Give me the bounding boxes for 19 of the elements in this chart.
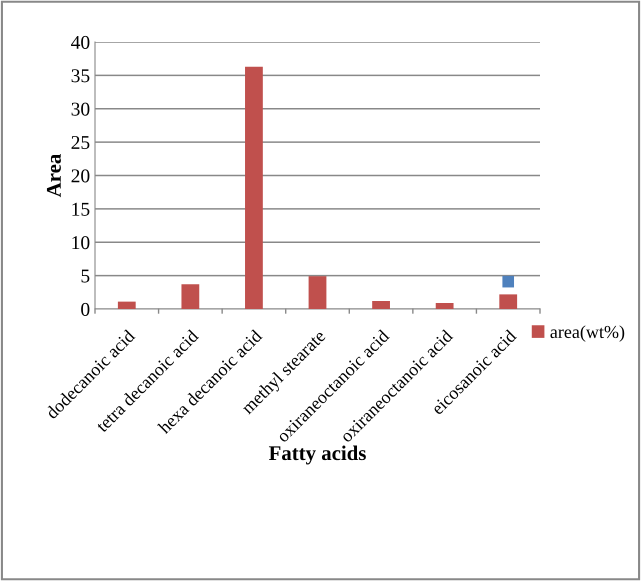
bar xyxy=(308,276,326,309)
legend-label: area(wt%) xyxy=(550,325,624,342)
y-tick-label: 25 xyxy=(72,136,90,150)
y-tick-label: 5 xyxy=(82,270,90,283)
x-axis-title: Fatty acids xyxy=(268,446,366,464)
y-tick-label: 0 xyxy=(81,302,90,316)
bar xyxy=(499,294,518,309)
y-tick-label: 15 xyxy=(72,202,90,216)
bar xyxy=(181,284,200,309)
bar xyxy=(118,302,136,309)
y-tick-label: 30 xyxy=(72,102,90,116)
y-tick-label: 35 xyxy=(72,69,90,82)
y-tick-label: 10 xyxy=(72,236,90,250)
y-axis-title: Area xyxy=(46,154,61,198)
y-tick-label: 20 xyxy=(72,169,90,182)
y-tick-label: 40 xyxy=(71,36,90,49)
bar xyxy=(245,66,263,309)
bar xyxy=(372,300,390,309)
bar xyxy=(436,302,454,309)
